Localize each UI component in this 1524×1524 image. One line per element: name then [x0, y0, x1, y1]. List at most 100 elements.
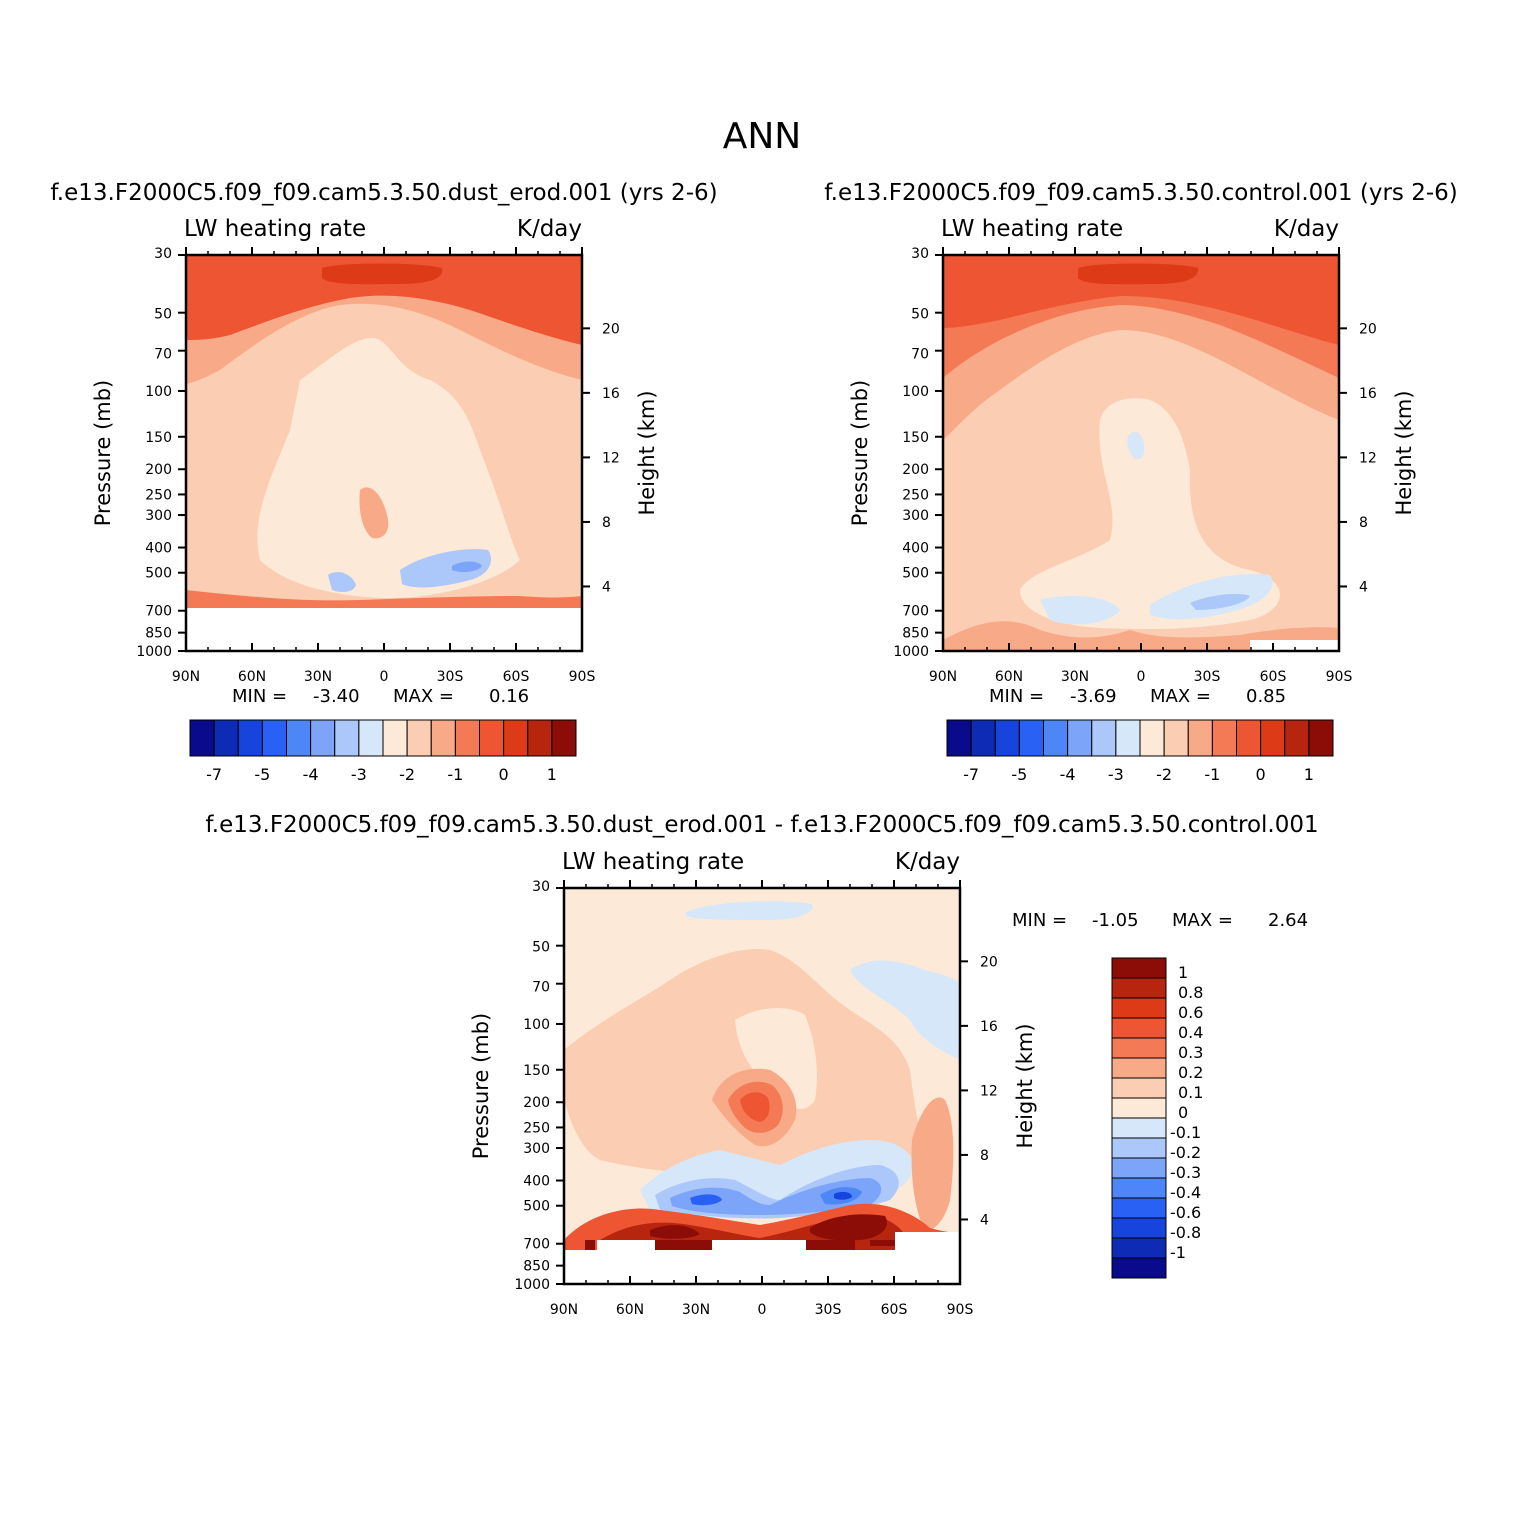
contour-level-minus-0.3: [670, 1178, 882, 1215]
y-tick-label: 30: [532, 879, 550, 895]
contour-level-minus-0.6: [690, 1194, 722, 1206]
y-tick-label: 150: [145, 430, 172, 446]
colorbar-swatch: [994, 719, 1020, 757]
y2-tick-label: 20: [980, 954, 998, 970]
contour-level-minus-0.8: [834, 1191, 852, 1200]
contour-level-minus-6: [1190, 594, 1250, 610]
panel-difference-left-label: LW heating rate: [562, 849, 744, 875]
colorbar-label: 0.3: [1178, 1043, 1203, 1062]
colorbar-label: -2: [1156, 765, 1172, 784]
colorbar-swatch: [1139, 719, 1165, 757]
y-tick-label: 300: [523, 1141, 550, 1157]
colorbar-label: -1: [447, 765, 463, 784]
y-tick-label: 700: [145, 604, 172, 620]
x-tick-label: 0: [758, 1302, 767, 1318]
colorbar-label: 0.4: [1178, 1023, 1203, 1042]
panel-test-min-label: MIN =: [232, 686, 287, 707]
y-tick-label: 50: [911, 307, 929, 323]
colorbar-swatch: [970, 719, 996, 757]
y2-tick-label: 16: [602, 386, 620, 402]
contour-level-1b: [810, 1214, 888, 1241]
y-axis-title: Pressure (mb): [469, 1013, 493, 1160]
y-tick-label: 850: [145, 626, 172, 642]
y-tick-label: 850: [902, 626, 929, 642]
x-tick-label: 60N: [616, 1302, 644, 1318]
y-tick-label: 250: [145, 487, 172, 503]
contour-level-0.4: [740, 1092, 770, 1122]
panel-control-right-label: K/day: [1274, 216, 1339, 242]
y-tick-label: 400: [902, 541, 929, 557]
panel-test: f.e13.F2000C5.f09_f09.cam5.3.50.dust_ero…: [50, 180, 717, 784]
colorbar-swatch: [1111, 1017, 1167, 1039]
y2-tick-label: 20: [602, 321, 620, 337]
colorbar-swatch: [1111, 1037, 1167, 1059]
colorbar-swatch: [1260, 719, 1286, 757]
contour-level-minus-1: [186, 255, 582, 345]
contour-below-ground-left: [597, 1240, 655, 1250]
panel-test-left-label: LW heating rate: [184, 216, 366, 242]
colorbar-swatch: [1018, 719, 1044, 757]
colorbar-swatch: [1111, 1197, 1167, 1219]
y-tick-label: 100: [145, 384, 172, 400]
panel-difference-max-value: 2.64: [1268, 910, 1308, 931]
panel-control: f.e13.F2000C5.f09_f09.cam5.3.50.control.…: [824, 180, 1458, 784]
colorbar-label: 0.6: [1178, 1003, 1203, 1022]
contour-level-minus-5: [1040, 595, 1120, 625]
colorbar-label: 0: [499, 765, 509, 784]
panel-control-axes: 90N 60N 30N 0 30S 60S 90S 30 50 70 100 150 200 250 300…: [848, 246, 1416, 685]
y-tick-label: 300: [145, 508, 172, 524]
colorbar-swatch: [261, 719, 287, 757]
colorbar-label: -4: [1060, 765, 1076, 784]
x-tick-label: 30N: [682, 1302, 710, 1318]
colorbar-swatch: [479, 719, 505, 757]
panel-test-title: f.e13.F2000C5.f09_f09.cam5.3.50.dust_ero…: [50, 180, 717, 206]
colorbar-label: 0: [1256, 765, 1266, 784]
contour-level-minus-0.1-top: [686, 901, 813, 920]
colorbar-swatch: [1211, 719, 1237, 757]
x-tick-label: 60N: [238, 669, 266, 685]
colorbar-swatch: [286, 719, 312, 757]
panel-test-colorbar: -7 -5 -4 -3 -2 -1 0 1: [189, 719, 577, 784]
y-tick-label: 250: [523, 1120, 550, 1136]
colorbar-swatch: [1163, 719, 1189, 757]
colorbar-label: -3: [351, 765, 367, 784]
colorbar-swatch: [1111, 1077, 1167, 1099]
y-tick-label: 1000: [893, 644, 929, 660]
y-tick-label: 250: [902, 487, 929, 503]
colorbar-swatch: [1091, 719, 1117, 757]
y2-tick-label: 12: [602, 450, 620, 466]
colorbar-swatch: [334, 719, 360, 757]
y-tick-label: 200: [523, 1095, 550, 1111]
colorbar-swatch: [1111, 1177, 1167, 1199]
y-tick-label: 1000: [136, 644, 172, 660]
y-tick-label: 200: [902, 462, 929, 478]
contour-level-0-wide: [943, 255, 1339, 345]
colorbar-swatch: [1111, 1057, 1167, 1079]
panel-control-max-label: MAX =: [1150, 686, 1211, 707]
colorbar-label: 1: [1304, 765, 1314, 784]
y2-tick-label: 20: [1359, 321, 1377, 337]
panel-difference-min-label: MIN =: [1012, 910, 1067, 931]
colorbar-swatch: [1111, 1117, 1167, 1139]
x-tick-label: 90S: [1326, 669, 1353, 685]
colorbar-label: -1: [1170, 1243, 1186, 1262]
panel-difference-colorbar: 10.80.60.40.30.20.10-0.1-0.2-0.3-0.4-0.6…: [1111, 957, 1203, 1279]
y-tick-label: 700: [523, 1237, 550, 1253]
colorbar-swatch: [1067, 719, 1093, 757]
panel-control-title: f.e13.F2000C5.f09_f09.cam5.3.50.control.…: [824, 180, 1458, 206]
contour-surface-band: [943, 621, 1339, 651]
x-tick-label: 30S: [437, 669, 464, 685]
panel-difference-axes: 90N 60N 30N 0 30S 60S 90S 30 50 70 100 150 200 250 300…: [469, 879, 1037, 1318]
contour-below-ground-mid: [712, 1240, 806, 1250]
panel-difference: f.e13.F2000C5.f09_f09.cam5.3.50.dust_ero…: [205, 812, 1318, 1318]
x-tick-label: 30S: [815, 1302, 842, 1318]
y-tick-label: 1000: [514, 1277, 550, 1293]
colorbar-swatch: [430, 719, 456, 757]
colorbar-swatch: [213, 719, 239, 757]
y2-tick-label: 12: [980, 1083, 998, 1099]
contour-level-0: [322, 263, 443, 285]
x-tick-label: 60S: [881, 1302, 908, 1318]
colorbar-swatch: [1043, 719, 1069, 757]
colorbar-swatch: [1111, 1257, 1167, 1279]
y2-axis-title: Height (km): [1013, 1023, 1037, 1148]
